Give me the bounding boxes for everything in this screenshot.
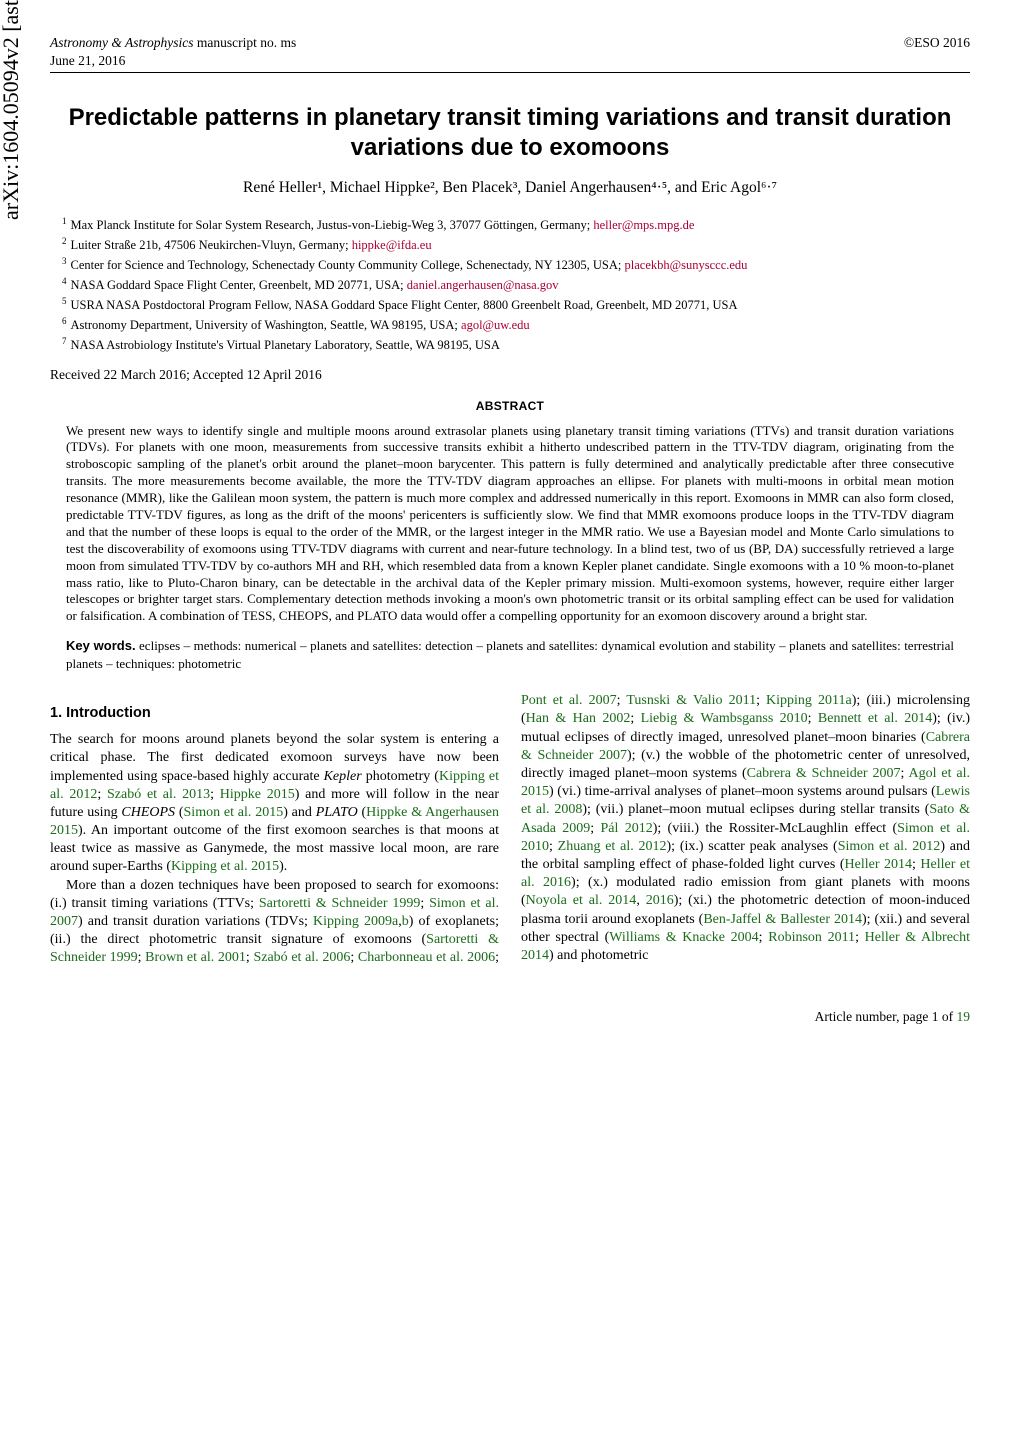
header-date: June 21, 2016 [50, 53, 125, 68]
citation-link[interactable]: Sartoretti & Schneider 1999 [259, 896, 420, 911]
citation-link[interactable]: Han & Han 2002 [526, 711, 631, 726]
header-row: Astronomy & Astrophysics manuscript no. … [50, 34, 970, 70]
citation-link[interactable]: Brown et al. 2001 [145, 950, 246, 965]
email-link[interactable]: agol@uw.edu [461, 318, 530, 332]
citation-link[interactable]: Kipping 2011a [766, 693, 852, 708]
affiliation-3: 3Center for Science and Technology, Sche… [62, 255, 970, 274]
citation-link[interactable]: Ben-Jaffel & Ballester 2014 [703, 912, 862, 927]
manuscript-label: manuscript no. ms [197, 35, 296, 50]
citation-link[interactable]: 2016 [646, 893, 674, 908]
affiliation-2: 2Luiter Straße 21b, 47506 Neukirchen-Vlu… [62, 235, 970, 254]
citation-link[interactable]: Robinson 2011 [768, 930, 855, 945]
keywords: Key words. eclipses – methods: numerical… [66, 637, 954, 672]
abstract-label: ABSTRACT [50, 398, 970, 414]
email-link[interactable]: heller@mps.mpg.de [593, 218, 694, 232]
citation-link[interactable]: Szabó et al. 2006 [253, 950, 350, 965]
affiliation-7: 7NASA Astrobiology Institute's Virtual P… [62, 335, 970, 354]
email-link[interactable]: placekbh@sunysccc.edu [625, 258, 748, 272]
citation-link[interactable]: Zhuang et al. 2012 [558, 839, 667, 854]
affiliation-1: 1Max Planck Institute for Solar System R… [62, 215, 970, 234]
journal-name: Astronomy & Astrophysics [50, 35, 194, 50]
affiliation-5: 5USRA NASA Postdoctoral Program Fellow, … [62, 295, 970, 314]
citation-link[interactable]: Noyola et al. 2014 [526, 893, 637, 908]
citation-link[interactable]: Pál 2012 [601, 821, 653, 836]
citation-link[interactable]: Simon et al. 2015 [184, 805, 284, 820]
citation-link[interactable]: b [402, 914, 409, 929]
affiliation-6: 6Astronomy Department, University of Was… [62, 315, 970, 334]
citation-link[interactable]: Heller 2014 [845, 857, 913, 872]
citation-link[interactable]: Wambsganss 2010 [701, 711, 808, 726]
citation-link[interactable]: Bennett et al. 2014 [818, 711, 932, 726]
arxiv-identifier: arXiv:1604.05094v2 [astro-ph.EP] 20 Jun … [0, 0, 26, 220]
section-1-title: 1. Introduction [50, 704, 499, 723]
header-rule [50, 72, 970, 73]
page-total-link[interactable]: 19 [957, 1009, 971, 1024]
citation-link[interactable]: Kipping et al. 2015 [171, 859, 279, 874]
citation-link[interactable]: Hippke 2015 [220, 787, 295, 802]
citation-link[interactable]: Charbonneau et al. 2006 [358, 950, 495, 965]
author-list: René Heller¹, Michael Hippke², Ben Place… [50, 178, 970, 199]
email-link[interactable]: hippke@ifda.eu [352, 238, 432, 252]
citation-link[interactable]: Pont et al. 2007 [521, 693, 617, 708]
citation-link[interactable]: Szabó et al. 2013 [107, 787, 210, 802]
citation-link[interactable]: Tusnski & Valio 2011 [626, 693, 756, 708]
body-columns: 1. Introduction The search for moons aro… [50, 692, 970, 967]
citation-link[interactable]: Liebig & [641, 711, 701, 726]
citation-link[interactable]: Cabrera & Schneider 2007 [747, 766, 901, 781]
intro-paragraph-1: The search for moons around planets beyo… [50, 731, 499, 877]
received-dates: Received 22 March 2016; Accepted 12 Apri… [50, 366, 970, 384]
citation-link[interactable]: Williams & Knacke 2004 [609, 930, 758, 945]
copyright: ©ESO 2016 [904, 34, 970, 70]
citation-link[interactable]: Kipping 2009a [313, 914, 398, 929]
footer-text: Article number, page 1 of [815, 1009, 957, 1024]
keywords-text: eclipses – methods: numerical – planets … [66, 638, 954, 671]
citation-link[interactable]: Simon et al. 2012 [838, 839, 941, 854]
page-footer: Article number, page 1 of 19 [50, 1008, 970, 1026]
abstract-text: We present new ways to identify single a… [66, 423, 954, 626]
affiliations: 1Max Planck Institute for Solar System R… [62, 215, 970, 354]
email-link[interactable]: daniel.angerhausen@nasa.gov [407, 278, 559, 292]
paper-title: Predictable patterns in planetary transi… [50, 103, 970, 162]
keywords-label: Key words. [66, 638, 136, 653]
affiliation-4: 4NASA Goddard Space Flight Center, Green… [62, 275, 970, 294]
